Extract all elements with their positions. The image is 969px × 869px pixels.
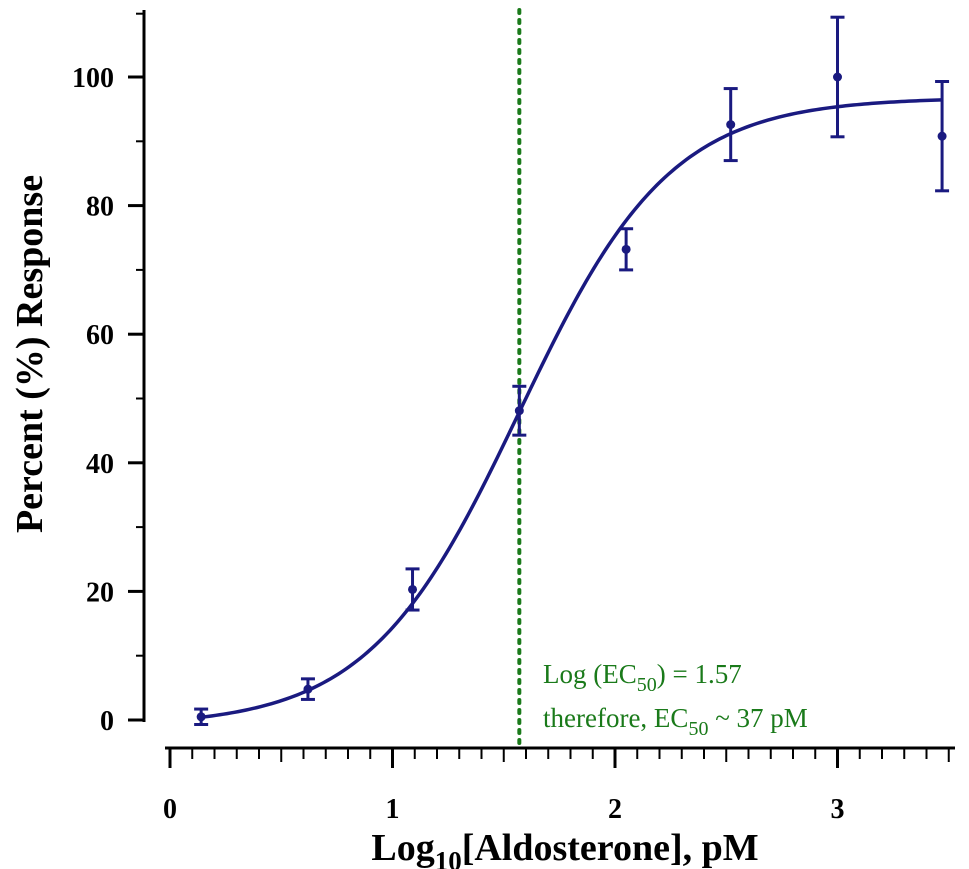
data-point bbox=[196, 712, 206, 722]
data-point-group bbox=[619, 227, 634, 272]
data-point-group bbox=[935, 80, 950, 193]
data-point-group bbox=[830, 15, 845, 139]
data-point bbox=[303, 684, 313, 694]
y-tick-label: 20 bbox=[86, 577, 114, 608]
x-tick-label: 2 bbox=[608, 794, 622, 825]
y-tick-label: 80 bbox=[86, 192, 114, 223]
data-point bbox=[726, 120, 736, 130]
data-points bbox=[194, 15, 950, 727]
x-tick-label: 1 bbox=[386, 794, 400, 825]
data-point-group bbox=[194, 707, 209, 727]
data-point bbox=[621, 244, 631, 254]
y-tick-label: 40 bbox=[86, 449, 114, 480]
data-point bbox=[833, 72, 842, 82]
y-axis-title: Percent (%) Response bbox=[9, 175, 51, 533]
y-tick-label: 0 bbox=[100, 706, 114, 737]
data-point-group bbox=[512, 384, 527, 437]
x-axis-ticks: 0 1 2 3 bbox=[163, 748, 950, 825]
x-tick-label: 0 bbox=[163, 794, 177, 825]
data-point-group bbox=[300, 677, 315, 701]
y-tick-label: 100 bbox=[72, 63, 114, 94]
fit-curve bbox=[200, 98, 943, 720]
annotation-ec50-value: therefore, EC50 ~ 37 pM bbox=[543, 703, 808, 740]
data-point bbox=[937, 131, 947, 141]
y-axis-ticks: 0 20 40 60 80 100 bbox=[72, 12, 144, 737]
y-tick-label: 60 bbox=[86, 320, 114, 351]
data-point bbox=[408, 584, 418, 594]
data-point bbox=[514, 406, 524, 416]
x-axis-title: Log10[Aldosterone], pM bbox=[371, 827, 758, 869]
data-point-group bbox=[723, 87, 738, 163]
annotation-log-ec50: Log (EC50) = 1.57 bbox=[543, 659, 742, 696]
x-tick-label: 3 bbox=[831, 794, 845, 825]
data-point-group bbox=[405, 567, 420, 612]
